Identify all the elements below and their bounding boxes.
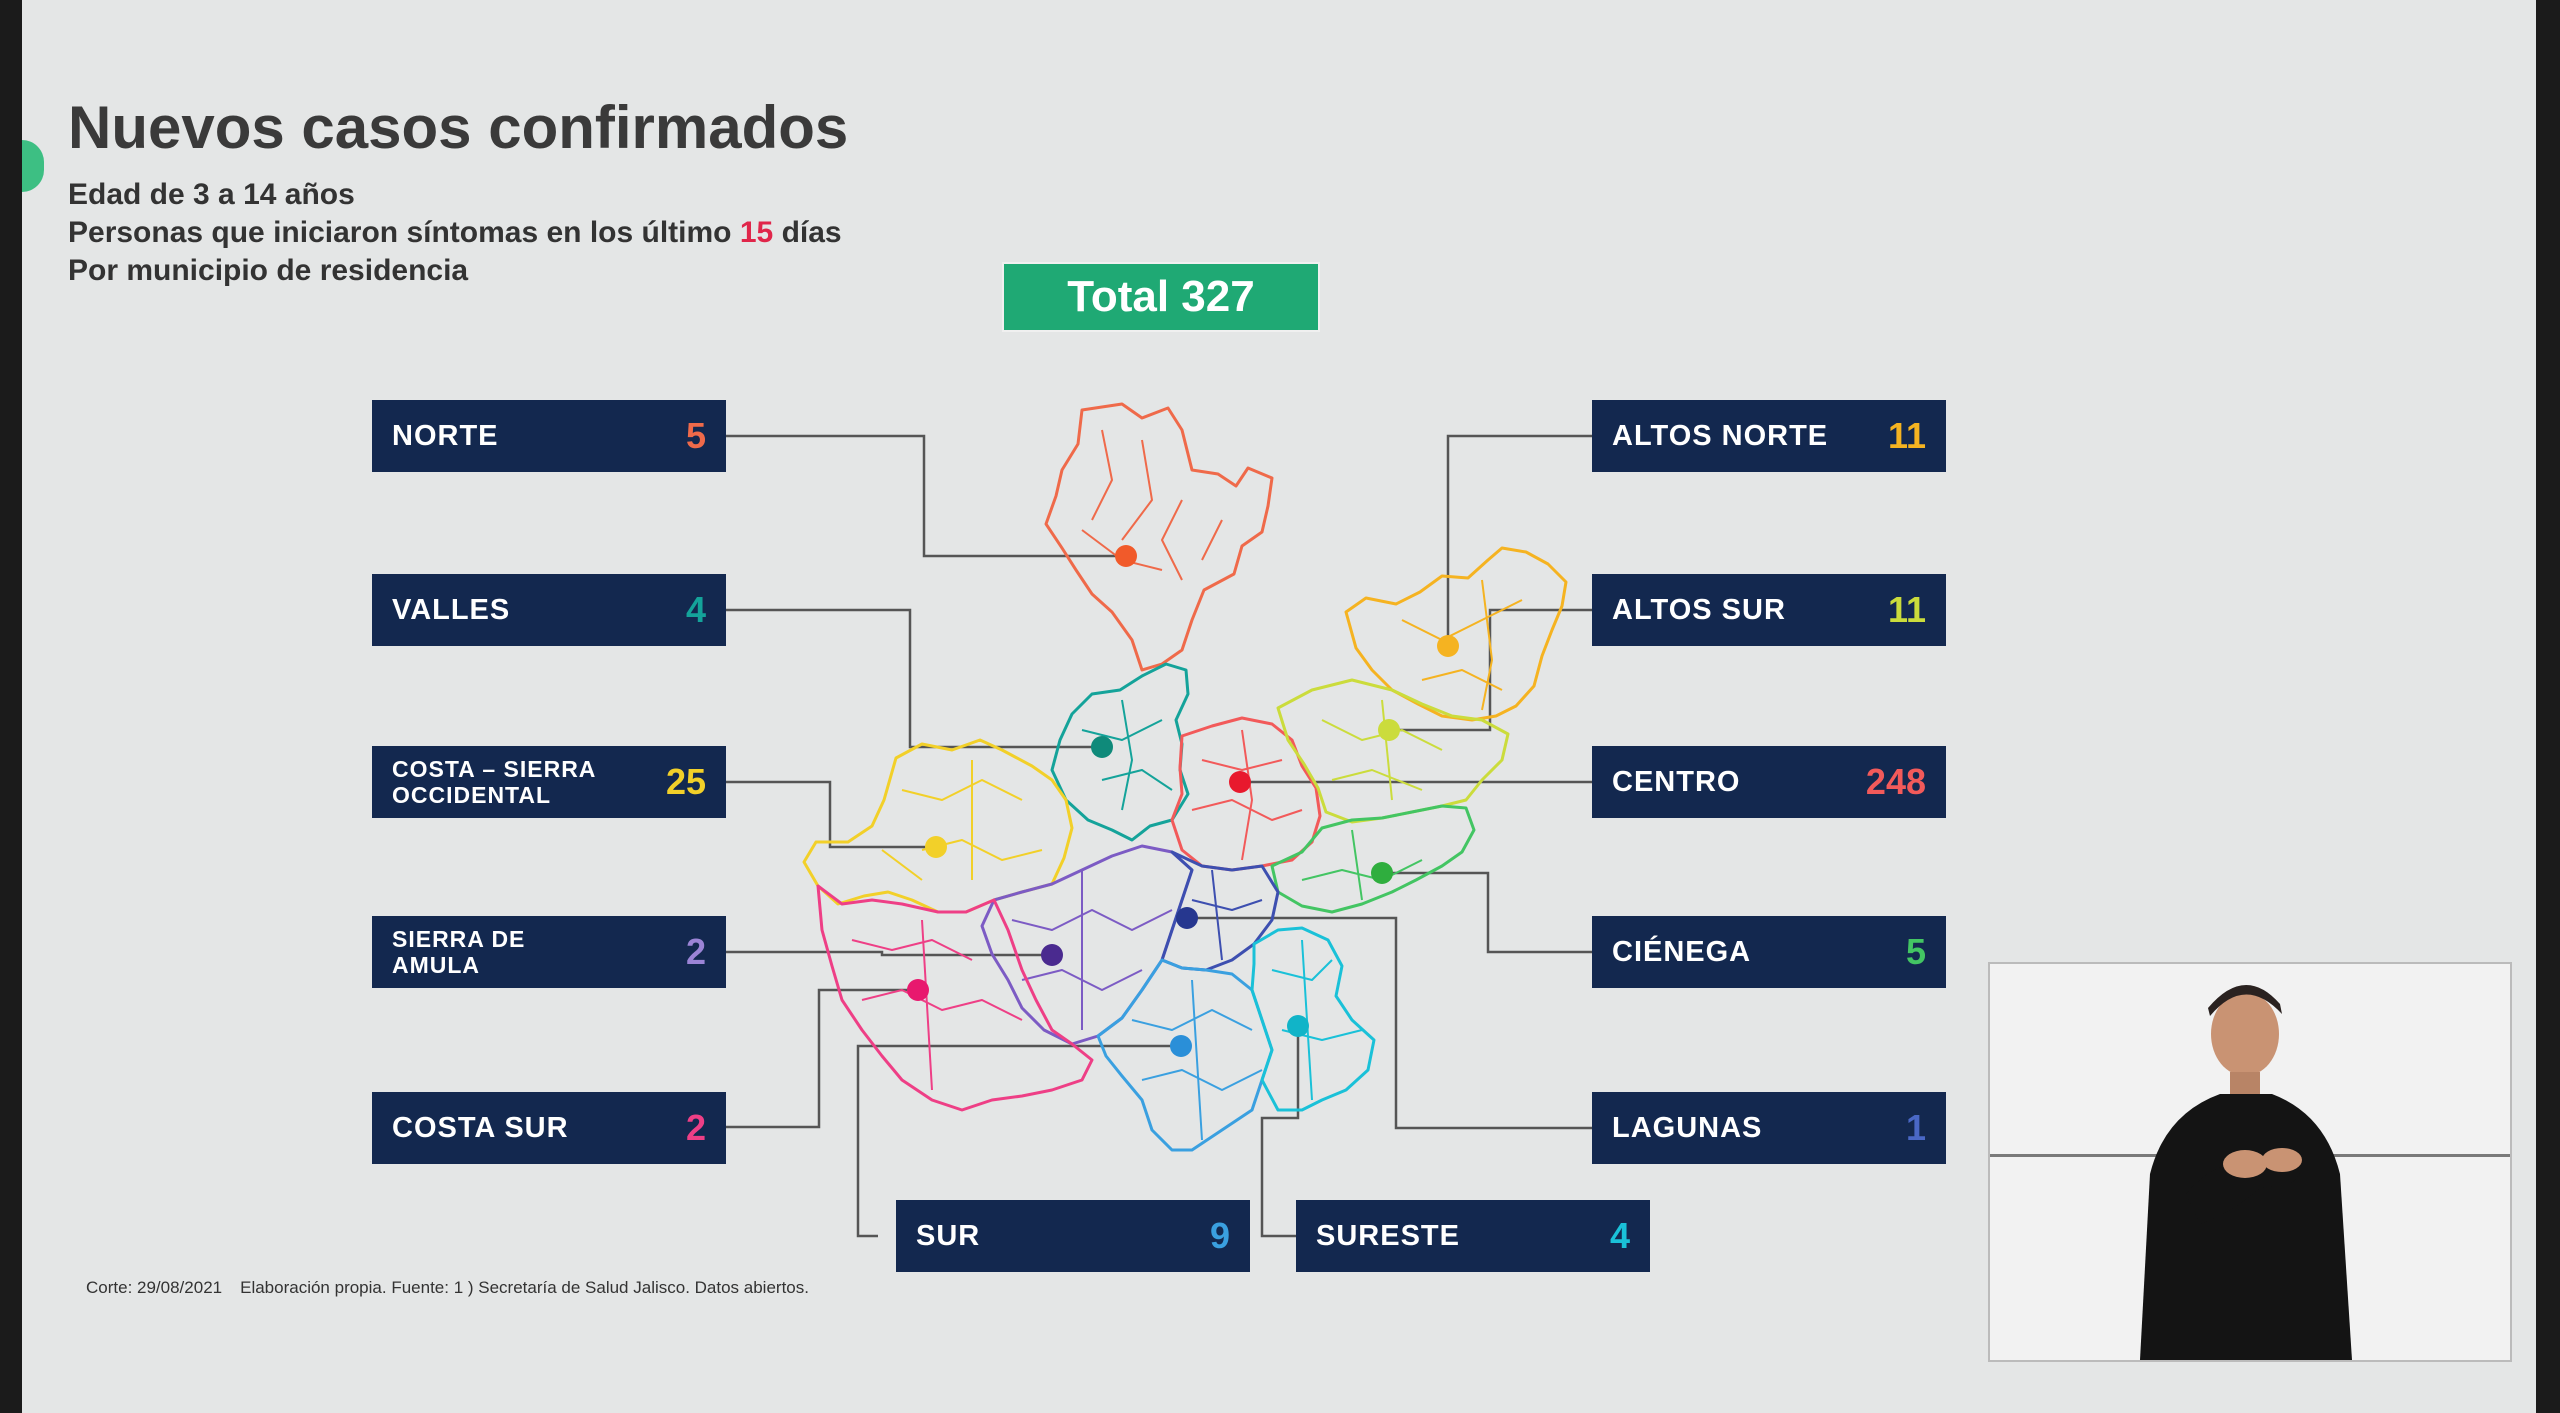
region-value: 248 (1865, 761, 1926, 802)
region-centro-shape (1170, 716, 1322, 872)
region-costa-sierra-shape (802, 738, 1074, 914)
days-number: 15 (739, 216, 774, 249)
region-costa-sur-shape (816, 884, 1094, 1112)
connector-sur (856, 1044, 1181, 1238)
connector-sureste (1260, 1026, 1300, 1238)
marker-lagunas (1176, 907, 1198, 929)
region-name: ALTOS SUR (1612, 593, 1786, 626)
region-lagunas-shape (1160, 850, 1280, 972)
region-name: CIÉNEGA (1612, 935, 1752, 968)
slide: Nuevos casos confirmados Edad de 3 a 14 … (22, 0, 2536, 1413)
marker-norte (1115, 545, 1137, 567)
region-box-altos-norte: ALTOS NORTE 11 (1592, 400, 1946, 472)
region-box-centro: CENTRO 248 (1592, 746, 1946, 818)
region-box-altos-sur: ALTOS SUR 11 (1592, 574, 1946, 646)
connector-costa-sur (724, 988, 918, 1129)
region-box-sureste: SURESTE 4 (1296, 1200, 1650, 1272)
marker-sierra-amula (1041, 944, 1063, 966)
region-value: 5 (685, 415, 706, 456)
region-name: COSTA SUR (392, 1111, 569, 1144)
region-value: 11 (1887, 589, 1926, 630)
jalisco-map (724, 402, 1592, 1238)
region-box-norte: NORTE 5 (372, 400, 726, 472)
marker-altos-sur (1378, 719, 1400, 741)
connector-sierra-amula (724, 950, 1052, 957)
connector-norte (724, 434, 1126, 558)
region-value: 9 (1209, 1215, 1230, 1256)
region-valles-shape (1050, 662, 1190, 842)
region-name: SURESTE (1316, 1219, 1460, 1252)
connector-costa-sierra (724, 780, 936, 849)
connector-altos-norte (1446, 434, 1592, 646)
region-value: 5 (1905, 931, 1926, 972)
marker-altos-norte (1437, 635, 1459, 657)
region-name: CENTRO (1612, 765, 1741, 798)
marker-sureste (1287, 1015, 1309, 1037)
footer: Corte: 29/08/2021 Elaboración propia. Fue… (86, 1278, 809, 1298)
footer-cutoff-date: Corte: 29/08/2021 (86, 1278, 223, 1297)
region-markers (907, 545, 1459, 1057)
region-name: ALTOS NORTE (1612, 419, 1829, 452)
region-value: 11 (1887, 415, 1926, 456)
slide-tab (22, 140, 44, 192)
marker-costa-sur (907, 979, 929, 1001)
region-value: 4 (685, 589, 706, 630)
region-name: SIERRA DE AMULA (392, 925, 526, 978)
region-box-sur: SUR 9 (896, 1200, 1250, 1272)
region-value: 2 (685, 931, 706, 972)
region-altos-sur-shape (1276, 678, 1510, 824)
connector-valles (724, 608, 1102, 749)
region-value: 1 (1905, 1107, 1926, 1148)
region-norte-shape (1044, 402, 1274, 672)
marker-valles (1091, 736, 1113, 758)
connector-lines (724, 434, 1592, 1238)
subtitle-days-text: Personas que iniciaron síntomas en los ú… (68, 216, 732, 249)
connector-lagunas (1187, 916, 1592, 1130)
marker-cienega (1371, 862, 1393, 884)
interpreter-figure (2140, 984, 2352, 1360)
region-box-lagunas: LAGUNAS 1 (1592, 1092, 1946, 1164)
connector-cienega (1382, 871, 1592, 954)
marker-costa-sierra (925, 836, 947, 858)
region-value: 4 (1609, 1215, 1630, 1256)
total-badge: Total 327 (1002, 262, 1320, 332)
region-name: COSTA – SIERRA OCCIDENTAL (392, 755, 596, 808)
region-box-valles: VALLES 4 (372, 574, 726, 646)
region-box-cienega: CIÉNEGA 5 (1592, 916, 1946, 988)
page-title: Nuevos casos confirmados (68, 94, 849, 161)
region-sureste-shape (1250, 926, 1376, 1112)
subtitle-days-unit: días (781, 216, 842, 249)
marker-sur (1170, 1035, 1192, 1057)
region-name: SUR (916, 1219, 981, 1252)
region-box-costa-sur: COSTA SUR 2 (372, 1092, 726, 1164)
subtitle-residence: Por municipio de residencia (68, 254, 469, 287)
region-cienega-shape (1270, 804, 1476, 914)
region-name: LAGUNAS (1612, 1111, 1763, 1144)
footer-source: Elaboración propia. Fuente: 1 ) Secretar… (240, 1278, 809, 1297)
sign-language-interpreter-video (1988, 962, 2512, 1362)
region-value: 25 (665, 761, 706, 802)
region-name: NORTE (392, 419, 499, 452)
region-box-sierra-amula: SIERRA DE AMULA 2 (372, 916, 726, 988)
region-value: 2 (685, 1107, 706, 1148)
region-name: VALLES (392, 593, 511, 626)
region-box-costa-sierra: COSTA – SIERRA OCCIDENTAL 25 (372, 746, 726, 818)
subtitle-age: Edad de 3 a 14 años (68, 178, 355, 211)
subtitle-days: Personas que iniciaron síntomas en los ú… (68, 218, 842, 248)
marker-centro (1229, 771, 1251, 793)
